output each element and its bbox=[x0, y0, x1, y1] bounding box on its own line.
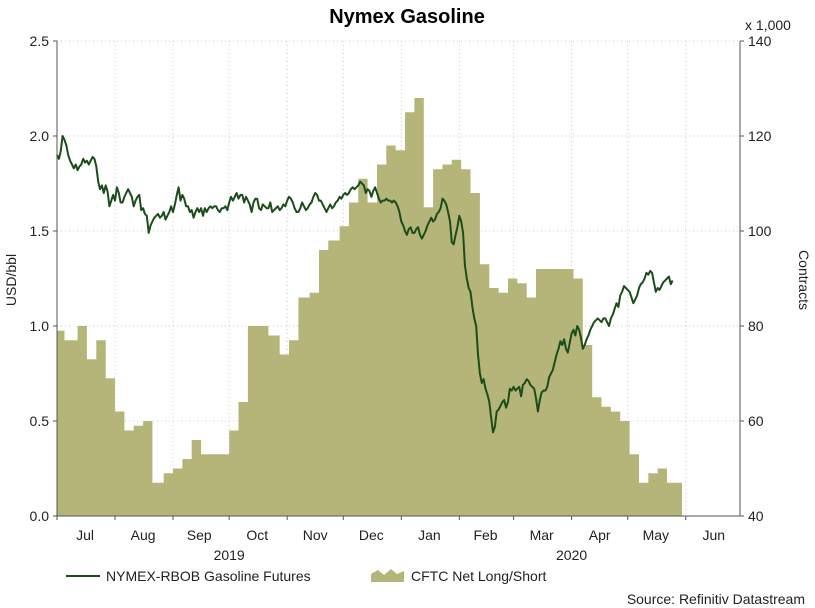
legend-area-swatch bbox=[371, 569, 404, 582]
x-month-label: Aug bbox=[131, 527, 156, 543]
x-month-label: Jun bbox=[703, 527, 726, 543]
x-month-label: Nov bbox=[303, 527, 328, 543]
left-axis-ticks: 0.0 0.5 1.0 1.5 2.0 2.5 bbox=[30, 33, 57, 524]
right-tick-label: 100 bbox=[748, 223, 772, 239]
x-year-label: 2019 bbox=[214, 547, 245, 563]
right-tick-label: 60 bbox=[748, 413, 764, 429]
x-year-label: 2020 bbox=[556, 547, 587, 563]
left-axis-label: USD/bbl bbox=[3, 254, 19, 306]
right-axis-ticks: 40 60 80 100 120 140 bbox=[740, 33, 772, 524]
x-month-label: Jan bbox=[418, 527, 441, 543]
source-note: Source: Refinitiv Datastream bbox=[627, 591, 805, 607]
x-month-label: Feb bbox=[473, 527, 497, 543]
cftc-area-series bbox=[57, 98, 682, 516]
x-month-label: May bbox=[643, 527, 669, 543]
x-month-label: Sep bbox=[187, 527, 212, 543]
x-month-label: Mar bbox=[530, 527, 554, 543]
legend: NYMEX-RBOB Gasoline Futures CFTC Net Lon… bbox=[66, 568, 546, 584]
left-tick-label: 2.5 bbox=[30, 33, 50, 49]
rbob-line-series bbox=[56, 135, 674, 434]
x-month-label: Dec bbox=[359, 527, 384, 543]
right-axis-label: Contracts bbox=[796, 250, 812, 310]
left-tick-label: 0.0 bbox=[30, 508, 50, 524]
cftc-area bbox=[57, 98, 682, 516]
right-tick-label: 120 bbox=[748, 128, 772, 144]
axes bbox=[56, 41, 741, 517]
left-tick-label: 1.5 bbox=[30, 223, 50, 239]
right-tick-label: 140 bbox=[748, 33, 772, 49]
x-axis-ticks: Jul Aug Sep Oct Nov Dec Jan Feb Mar Apr May Jun 2019… bbox=[56, 516, 726, 563]
x-month-label: Jul bbox=[76, 527, 94, 543]
rbob-line bbox=[56, 135, 674, 434]
right-tick-label: 40 bbox=[748, 508, 764, 524]
x-month-label: Apr bbox=[589, 527, 611, 543]
left-tick-label: 0.5 bbox=[30, 413, 50, 429]
x-month-label: Oct bbox=[246, 527, 268, 543]
legend-label-cftc: CFTC Net Long/Short bbox=[411, 568, 546, 584]
legend-label-rbob: NYMEX-RBOB Gasoline Futures bbox=[106, 568, 311, 584]
right-axis-multiplier: x 1,000 bbox=[745, 17, 791, 33]
right-tick-label: 80 bbox=[748, 318, 764, 334]
left-tick-label: 2.0 bbox=[30, 128, 50, 144]
chart-title: Nymex Gasoline bbox=[329, 6, 485, 28]
left-tick-label: 1.0 bbox=[30, 318, 50, 334]
